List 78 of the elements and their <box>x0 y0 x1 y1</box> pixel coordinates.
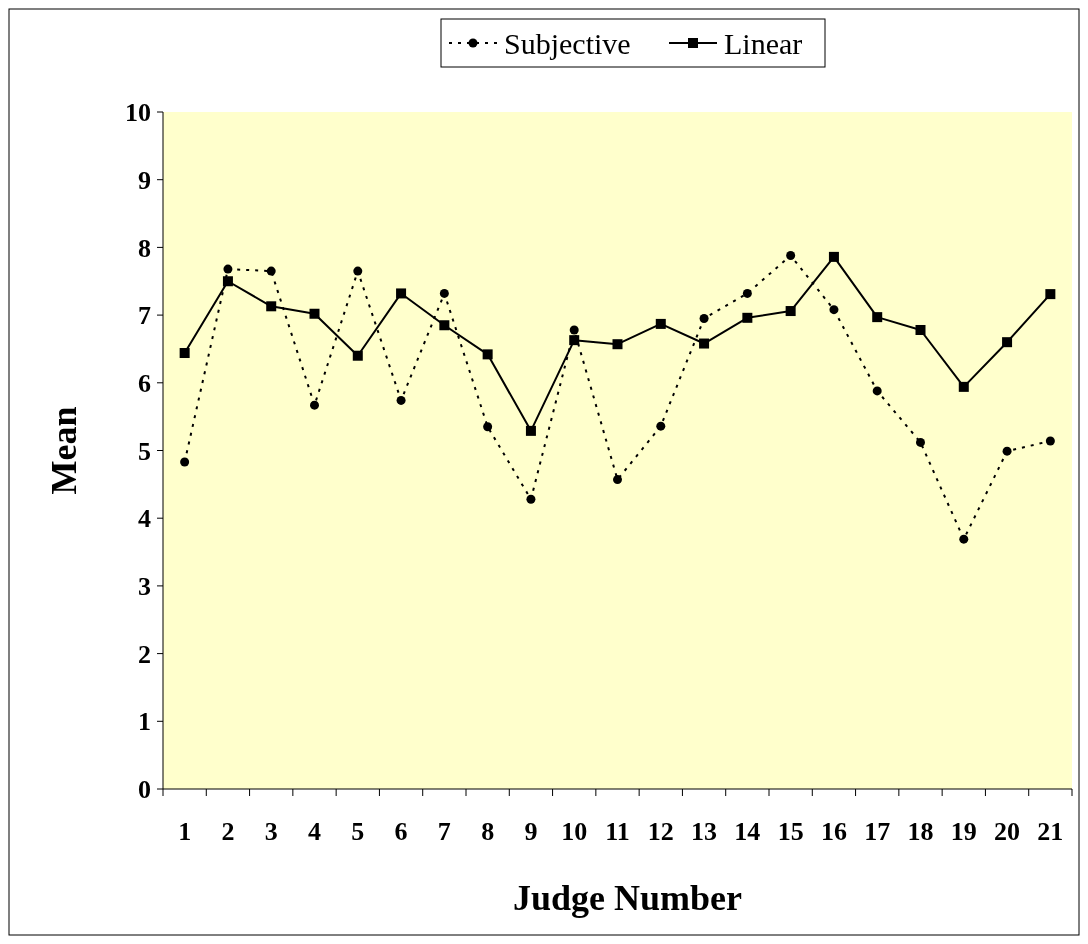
y-axis-title: Mean <box>44 406 84 495</box>
point <box>180 457 190 467</box>
point <box>179 348 190 359</box>
point <box>1045 436 1055 446</box>
x-tick-label: 7 <box>437 817 451 846</box>
x-tick-label: 1 <box>178 817 192 846</box>
point <box>222 276 233 287</box>
point <box>699 313 709 323</box>
x-tick-label: 2 <box>221 817 235 846</box>
point <box>1002 446 1012 456</box>
x-tick-label: 3 <box>264 817 278 846</box>
point <box>266 266 276 276</box>
point <box>872 312 883 323</box>
point <box>439 288 449 298</box>
x-tick-label: 19 <box>950 817 977 846</box>
point <box>613 475 622 485</box>
point <box>872 386 882 396</box>
y-tick-label: 0 <box>138 775 151 805</box>
x-tick-label: 14 <box>734 817 761 846</box>
x-axis-title: Judge Number <box>512 878 743 918</box>
legend-label: Linear <box>724 26 803 60</box>
point <box>569 325 579 335</box>
point <box>785 306 796 317</box>
point <box>958 381 969 392</box>
y-tick-label: 4 <box>138 504 151 534</box>
point <box>483 422 493 432</box>
x-tick-label: 18 <box>907 817 934 846</box>
point <box>439 320 450 331</box>
y-tick-label: 6 <box>138 368 151 398</box>
y-tick-label: 8 <box>138 233 151 263</box>
point <box>916 437 925 447</box>
x-tick-label: 5 <box>351 817 365 846</box>
y-tick-label: 9 <box>138 165 151 195</box>
point <box>1002 337 1013 348</box>
x-tick-label: 9 <box>524 817 538 846</box>
point <box>396 288 407 299</box>
point <box>786 251 796 261</box>
legend-label: Subjective <box>504 26 631 60</box>
x-tick-label: 12 <box>647 817 674 846</box>
x-tick-label: 11 <box>605 817 630 846</box>
point <box>353 266 363 276</box>
x-tick-label: 6 <box>394 817 408 846</box>
point <box>915 324 926 335</box>
y-tick-label: 1 <box>138 707 151 737</box>
point <box>482 349 493 360</box>
point <box>829 305 839 315</box>
y-tick-label: 7 <box>138 301 151 331</box>
point <box>352 350 363 361</box>
point <box>266 301 277 312</box>
point <box>742 312 753 323</box>
x-tick-label: 4 <box>308 817 321 846</box>
x-tick-label: 20 <box>994 817 1021 846</box>
x-tick-label: 15 <box>777 817 804 846</box>
x-tick-label: 8 <box>481 817 495 846</box>
point <box>525 425 536 436</box>
y-tick-label: 3 <box>138 572 151 601</box>
x-tick-label: 16 <box>820 817 847 846</box>
point <box>526 494 536 504</box>
point <box>223 264 233 274</box>
point <box>310 400 319 410</box>
point <box>396 395 406 405</box>
point <box>699 338 710 349</box>
y-tick-label: 2 <box>138 639 151 669</box>
y-tick-label: 10 <box>125 98 151 128</box>
point <box>959 534 969 544</box>
point <box>655 318 666 329</box>
x-tick-label: 21 <box>1037 817 1064 846</box>
point <box>742 288 752 298</box>
x-tick-label: 17 <box>864 817 891 846</box>
point <box>309 308 320 319</box>
point <box>656 421 666 431</box>
x-tick-label: 10 <box>561 817 588 846</box>
point <box>1045 289 1056 300</box>
point <box>828 251 839 262</box>
y-tick-label: 5 <box>138 436 151 466</box>
point <box>569 335 580 346</box>
point <box>612 339 623 350</box>
x-tick-label: 13 <box>691 817 718 846</box>
